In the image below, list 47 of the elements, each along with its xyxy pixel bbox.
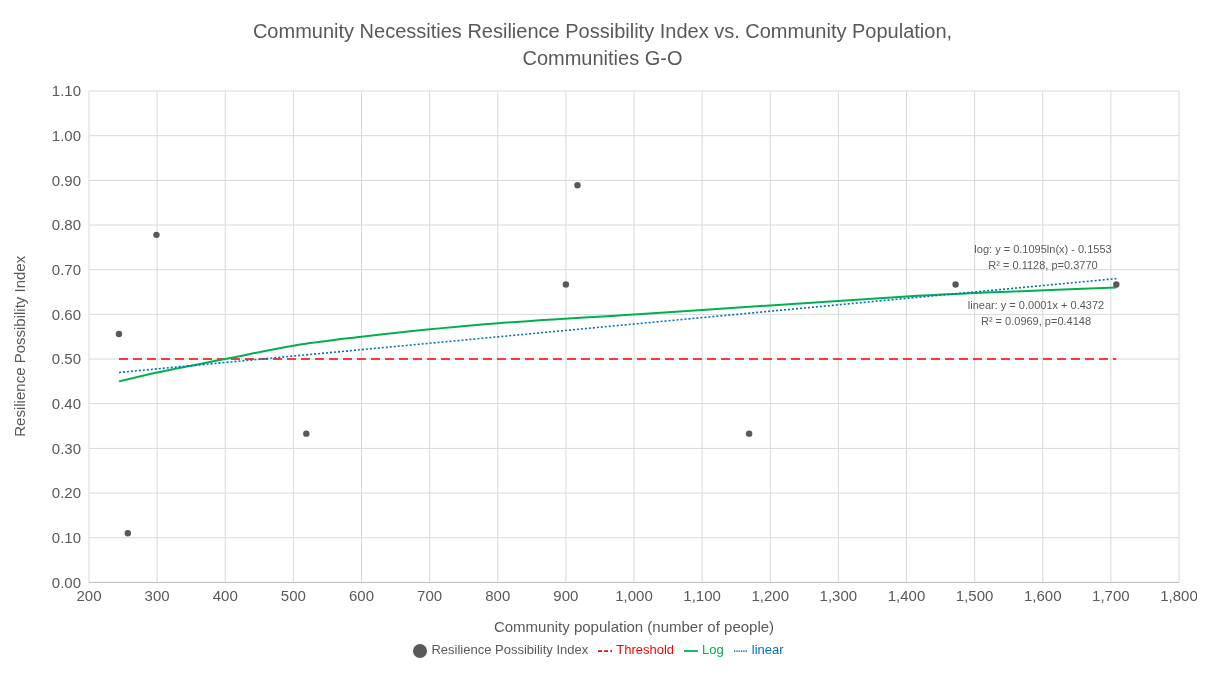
annotation: linear: y = 0.0001x + 0.4372 [966,299,1106,311]
annotation: log: y = 0.1095ln(x) - 0.1553 [973,243,1113,255]
x-tick-label: 1,500 [955,587,994,605]
point [1113,281,1120,288]
annotation: R² = 0.0969, p=0.4148 [979,315,1093,327]
y-tick-label: 0.30 [51,439,81,457]
y-axis-title: Resilience Possibility Index [11,255,29,437]
y-tick-label: 1.10 [51,82,81,100]
x-tick-label: 1,700 [1092,587,1130,605]
y-tick-label: 0.40 [51,395,81,413]
x-tick-label: 1,300 [819,587,858,605]
x-tick-label: 700 [417,587,443,605]
x-tick-label: 1,600 [1023,587,1062,605]
legend-label: Log [702,642,724,658]
x-tick-label: 900 [553,587,579,605]
x-tick-label: 1,200 [751,587,790,605]
point [153,231,160,239]
y-tick-label: 0.60 [51,305,81,323]
y-tick-label: 0.20 [51,484,81,502]
y-tick-label: 0.10 [51,529,81,547]
y-tick-label: 1.00 [51,127,81,144]
x-tick-label: 600 [348,587,375,605]
legend-label: Resilience Possibility Index [431,642,589,658]
point [952,281,959,288]
legend-label: Threshold [616,642,675,658]
point [562,281,570,288]
x-tick-label: 1,100 [683,587,721,605]
x-tick-label: 300 [144,587,170,605]
y-tick-label: 0.80 [51,216,81,234]
point [115,330,123,338]
x-tick-label: 500 [280,587,306,605]
point [124,530,132,537]
legend-label: linear [751,642,784,658]
y-tick-label: 0.70 [51,261,81,279]
y-tick-label: 0.90 [51,171,81,189]
point [574,182,581,189]
chart-title: Community Necessities Resilience Possibility Index vs. Community Population, Communities G-O [251,19,954,71]
x-axis-title: Community population (number of people) [493,618,775,636]
x-tick-label: 1,800 [1160,587,1198,605]
x-tick-label: 1,000 [615,587,653,605]
x-tick-label: 400 [212,587,238,605]
point [303,430,310,437]
annotation: R² = 0.1128, p=0.3770 [987,259,1099,271]
x-tick-label: 800 [485,587,511,605]
point [745,430,753,437]
y-tick-label: 0.50 [51,350,81,368]
x-tick-label: 1,400 [887,587,926,605]
